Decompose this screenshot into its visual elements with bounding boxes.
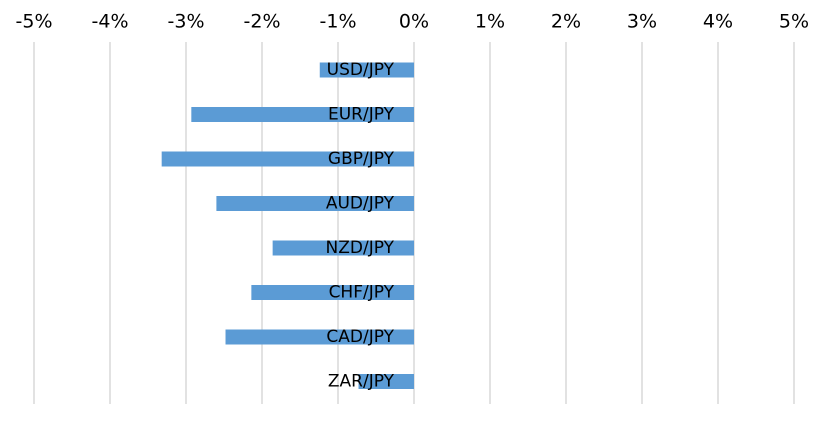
x-tick-label: 2% [551, 11, 581, 33]
bar [191, 107, 414, 122]
category-label: CHF/JPY [329, 283, 395, 303]
bar [161, 151, 414, 167]
x-tick-label: 0% [399, 11, 429, 33]
bar [319, 62, 414, 78]
category-label: EUR/JPY [328, 105, 395, 125]
category-label: USD/JPY [327, 60, 395, 80]
x-tick-label: 3% [627, 11, 657, 33]
bar [358, 374, 414, 389]
bar [272, 240, 414, 256]
x-tick-label: -3% [168, 11, 205, 33]
bar [225, 329, 414, 345]
x-tick-label: -1% [320, 11, 357, 33]
x-tick-label: -5% [16, 11, 53, 33]
bar [251, 285, 414, 300]
x-tick-label: -2% [244, 11, 281, 33]
category-label: CAD/JPY [326, 327, 394, 347]
category-label: GBP/JPY [328, 149, 395, 169]
bar [216, 196, 414, 211]
category-labels: USD/JPY EUR/JPY GBP/JPY AUD/JPY NZD/JPY CHF/J… [326, 60, 395, 392]
category-label: NZD/JPY [326, 238, 395, 258]
x-tick-label: 4% [703, 11, 733, 33]
category-label: ZAR/JPY [328, 372, 395, 392]
grid-lines [33, 42, 795, 404]
x-axis-tick-labels: -5% -4% -3% -2% -1% 0% 1% 2% 3% 4% 5% [16, 11, 810, 33]
x-tick-label: 5% [779, 11, 809, 33]
x-tick-label: -4% [92, 11, 129, 33]
category-label: AUD/JPY [326, 194, 395, 214]
x-tick-label: 1% [475, 11, 505, 33]
bars [161, 62, 414, 389]
